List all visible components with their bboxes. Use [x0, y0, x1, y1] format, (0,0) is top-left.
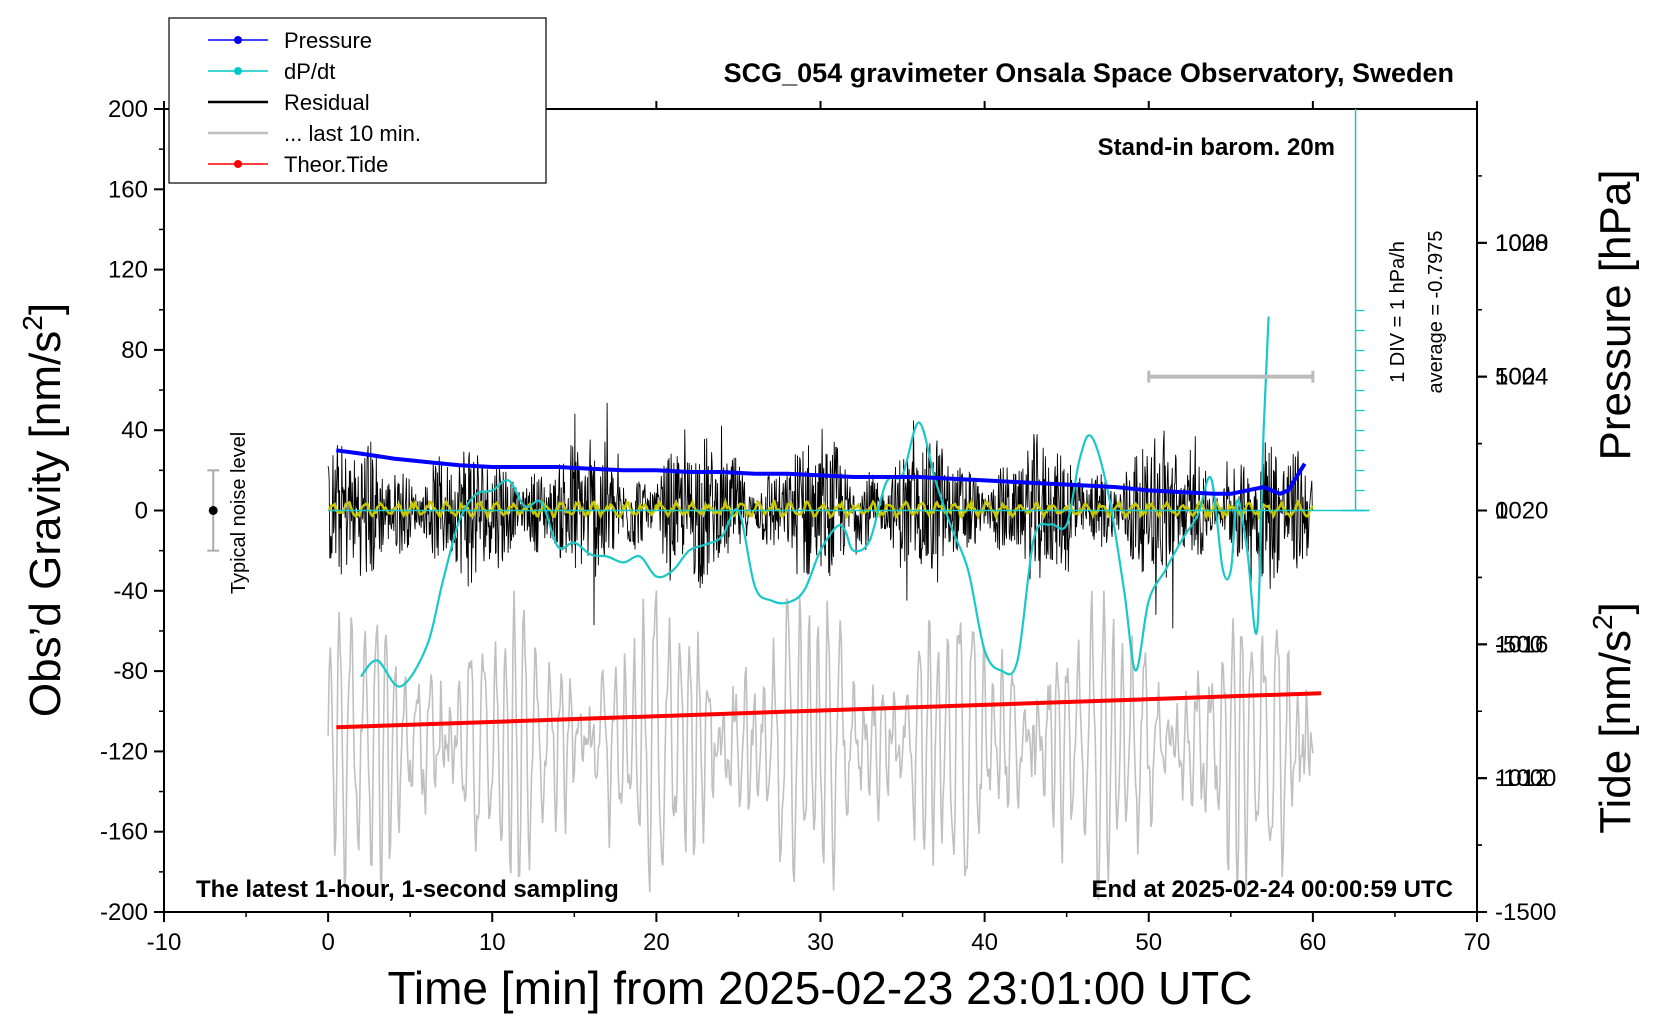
legend-marker [234, 160, 242, 168]
tide-tick-label: 0 [1495, 498, 1508, 525]
stand-in-label: Stand-in barom. 20m [1098, 134, 1335, 161]
y-axis-tide-ticks: -1500 -1000 -500 0 500 1000 [1477, 230, 1556, 926]
pressure-series [336, 448, 1307, 496]
theor-tide-line [336, 691, 1322, 730]
y-axis-gravity-title: Obs’d Gravity [nm/s2] [17, 303, 70, 717]
y-tick-label: -200 [100, 899, 148, 926]
annotation-marks [207, 370, 1315, 552]
pressure-tick-label: 1020 [1495, 498, 1548, 525]
y-tick-label: -80 [113, 658, 148, 685]
noise-level-dot [208, 506, 218, 515]
end-at-label: End at 2025-02-24 00:00:59 UTC [1092, 876, 1454, 903]
legend-label: dP/dt [284, 59, 335, 84]
legend: Pressure dP/dt Residual ... last 10 min. The… [168, 17, 547, 184]
x-tick-label: -10 [147, 929, 182, 956]
legend-marker [234, 36, 242, 44]
y-tick-label: 120 [108, 257, 148, 284]
x-tick-label: 70 [1464, 929, 1491, 956]
y-axis-tide-title-sup: 2 [1587, 614, 1618, 630]
y-axis-gravity-title-main: Obs’d Gravity [nm/s [21, 331, 70, 717]
y-tick-label: -160 [100, 819, 148, 846]
x-tick-label: 40 [971, 929, 998, 956]
y-tick-label: 80 [121, 337, 148, 364]
x-tick-label: 0 [321, 929, 334, 956]
pressure-tick-label: 1028 [1495, 230, 1548, 257]
y-axis-tide-title-close: ] [1591, 602, 1640, 614]
x-axis-title: Time [min] from 2025-02-23 23:01:00 UTC [388, 962, 1253, 1014]
y-tick-label: 200 [108, 96, 148, 123]
pressure-line [336, 448, 1307, 496]
residual-line [327, 402, 1314, 629]
chart-title: SCG_054 gravimeter Onsala Space Observat… [724, 58, 1454, 88]
pressure-tick-label: 1012 [1495, 765, 1548, 792]
y-axis-tide-title: Tide [nm/s2] [1587, 602, 1640, 834]
noise-level-label: Typical noise level [228, 432, 250, 594]
y-axis-pressure-ticks: 1012 1016 1020 1024 1028 [1477, 175, 1548, 846]
x-tick-label: 10 [479, 929, 506, 956]
y-axis-tide-title-main: Tide [nm/s [1591, 630, 1640, 834]
tide-tick-label: -500 [1495, 631, 1543, 658]
latest-label: The latest 1-hour, 1-second sampling [196, 876, 619, 903]
dpdt-scale-axis [328, 109, 1370, 512]
legend-label: Residual [284, 90, 370, 115]
pressure-tick-label: 1016 [1495, 631, 1548, 658]
y-tick-label: -40 [113, 578, 148, 605]
x-tick-label: 20 [643, 929, 670, 956]
tide-tick-label: 1000 [1495, 230, 1548, 257]
y-tick-label: -120 [100, 738, 148, 765]
average-label: average = -0.7975 [1425, 231, 1447, 394]
y-axis-pressure-title: Pressure [hPa] [1591, 169, 1640, 460]
legend-marker [234, 67, 242, 75]
y-axis-gravity-title-sup: 2 [17, 315, 48, 331]
x-tick-label: 30 [807, 929, 834, 956]
y-tick-label: 160 [108, 176, 148, 203]
last10-line [327, 590, 1314, 900]
div-label: 1 DIV = 1 hPa/h [1387, 241, 1409, 383]
tide-tick-label: -1500 [1495, 899, 1556, 926]
last10-series [327, 590, 1314, 900]
x-tick-label: 50 [1135, 929, 1162, 956]
legend-label: Pressure [284, 28, 372, 53]
dpdt-series [360, 316, 1270, 688]
legend-box [168, 17, 547, 184]
residual-series [327, 402, 1314, 629]
y-tick-label: 40 [121, 417, 148, 444]
tide-tick-label: -1000 [1495, 765, 1556, 792]
dpdt-line [360, 316, 1270, 688]
x-tick-label: 60 [1300, 929, 1327, 956]
theor-tide-series [336, 691, 1322, 730]
tide-tick-label: 500 [1495, 364, 1535, 391]
y-axis-gravity-title-close: ] [21, 303, 70, 315]
pressure-tick-label: 1024 [1495, 364, 1548, 391]
y-tick-label: 0 [135, 498, 148, 525]
y-axis-gravity-ticks: -200 -160 -120 -80 -40 0 40 80 120 160 200 [100, 96, 164, 926]
legend-label: Theor.Tide [284, 152, 388, 177]
legend-label: ... last 10 min. [284, 121, 421, 146]
